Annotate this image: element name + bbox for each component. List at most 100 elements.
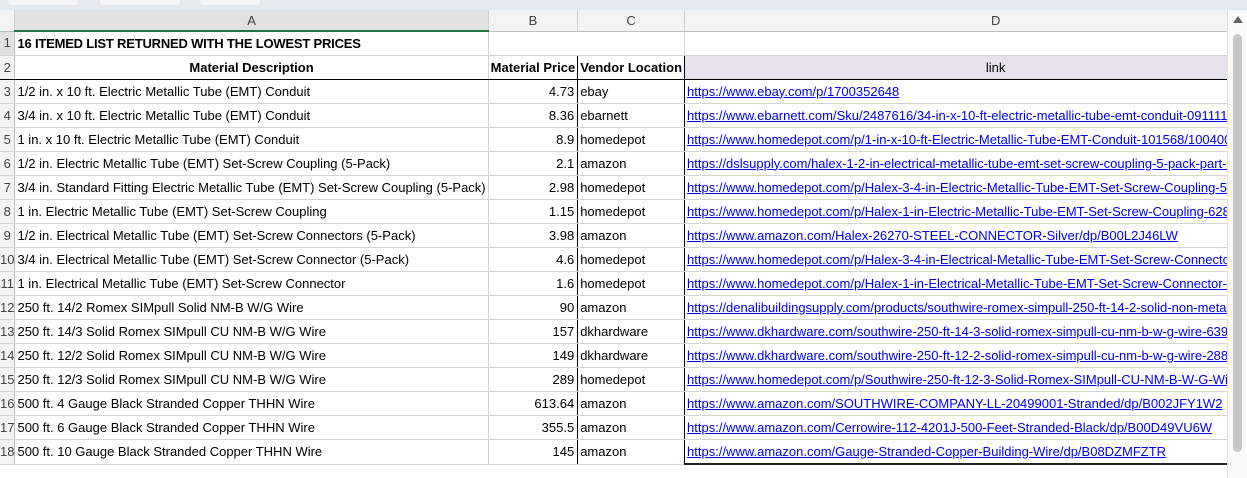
link-cell[interactable]: https://denalibuildingsupply.com/product…: [684, 295, 1247, 320]
product-link[interactable]: https://www.homedepot.com/p/Southwire-25…: [687, 371, 1247, 387]
vendor-location-cell[interactable]: amazon: [577, 415, 686, 440]
row-number[interactable]: 13: [0, 319, 16, 344]
material-description-cell[interactable]: 250 ft. 12/2 Solid Romex SIMpull CU NM-B…: [14, 343, 489, 368]
product-link[interactable]: https://www.dkhardware.com/southwire-250…: [687, 323, 1247, 339]
vendor-location-cell[interactable]: homedepot: [577, 199, 686, 224]
row-number[interactable]: 16: [0, 391, 16, 416]
header-vendor-location[interactable]: Vendor Location: [577, 55, 686, 80]
product-link[interactable]: https://www.ebay.com/p/1700352648: [687, 83, 900, 99]
cell[interactable]: [488, 31, 578, 56]
material-price-cell[interactable]: 1.6: [487, 271, 579, 296]
link-cell[interactable]: https://www.amazon.com/Halex-26270-STEEL…: [684, 223, 1247, 248]
material-price-cell[interactable]: 149: [487, 343, 579, 368]
row-number[interactable]: 2: [0, 55, 16, 80]
material-description-cell[interactable]: 250 ft. 14/2 Romex SIMpull Solid NM-B W/…: [14, 295, 489, 320]
product-link[interactable]: https://www.ebarnett.com/Sku/2487616/34-…: [687, 107, 1247, 123]
scrollbar-thumb[interactable]: [1233, 34, 1242, 452]
column-header-a[interactable]: A: [14, 10, 489, 32]
vendor-location-cell[interactable]: dkhardware: [577, 343, 686, 368]
link-cell[interactable]: https://www.amazon.com/Gauge-Stranded-Co…: [684, 439, 1247, 465]
material-price-cell[interactable]: 4.73: [487, 79, 579, 104]
row-number[interactable]: 12: [0, 295, 16, 320]
link-cell[interactable]: https://www.homedepot.com/p/Halex-1-in-E…: [684, 271, 1247, 296]
vendor-location-cell[interactable]: ebarnett: [577, 103, 686, 128]
row-number[interactable]: 17: [0, 415, 16, 440]
link-cell[interactable]: https://www.amazon.com/SOUTHWIRE-COMPANY…: [684, 391, 1247, 416]
material-price-cell[interactable]: 157: [487, 319, 579, 344]
material-description-cell[interactable]: 1 in. Electrical Metallic Tube (EMT) Set…: [14, 271, 489, 296]
vendor-location-cell[interactable]: dkhardware: [577, 319, 686, 344]
link-cell[interactable]: https://www.homedepot.com/p/1-in-x-10-ft…: [684, 127, 1247, 152]
material-description-cell[interactable]: 3/4 in. Electrical Metallic Tube (EMT) S…: [14, 247, 489, 272]
row-number[interactable]: 14: [0, 343, 16, 368]
link-cell[interactable]: https://www.dkhardware.com/southwire-250…: [684, 319, 1247, 344]
material-price-cell[interactable]: 4.6: [487, 247, 579, 272]
cell[interactable]: [684, 31, 1247, 56]
row-number[interactable]: 4: [0, 103, 16, 128]
vendor-location-cell[interactable]: amazon: [577, 223, 686, 248]
scroll-up-arrow-icon[interactable]: [1233, 16, 1243, 23]
header-material-price[interactable]: Material Price: [487, 55, 579, 80]
row-number[interactable]: 11: [0, 271, 16, 296]
link-cell[interactable]: https://www.ebarnett.com/Sku/2487616/34-…: [684, 103, 1247, 128]
link-cell[interactable]: https://www.amazon.com/Cerrowire-112-420…: [684, 415, 1247, 440]
product-link[interactable]: https://www.amazon.com/Gauge-Stranded-Co…: [687, 443, 1167, 459]
row-number[interactable]: 8: [0, 199, 16, 224]
material-price-cell[interactable]: 2.1: [487, 151, 579, 176]
link-cell[interactable]: https://www.homedepot.com/p/Southwire-25…: [684, 367, 1247, 392]
material-price-cell[interactable]: 145: [487, 439, 579, 465]
row-number[interactable]: 7: [0, 175, 16, 200]
header-link[interactable]: link: [684, 55, 1247, 80]
product-link[interactable]: https://www.amazon.com/Cerrowire-112-420…: [687, 419, 1213, 435]
material-description-cell[interactable]: 500 ft. 10 Gauge Black Stranded Copper T…: [14, 439, 489, 465]
column-header-c[interactable]: C: [577, 10, 686, 32]
link-cell[interactable]: https://www.homedepot.com/p/Halex-3-4-in…: [684, 175, 1247, 200]
product-link[interactable]: https://www.homedepot.com/p/Halex-1-in-E…: [687, 275, 1247, 291]
cell[interactable]: [577, 31, 686, 56]
vendor-location-cell[interactable]: ebay: [577, 79, 686, 104]
material-price-cell[interactable]: 8.36: [487, 103, 579, 128]
product-link[interactable]: https://www.homedepot.com/p/Halex-3-4-in…: [687, 179, 1247, 195]
material-price-cell[interactable]: 613.64: [487, 391, 579, 416]
link-cell[interactable]: https://www.homedepot.com/p/Halex-1-in-E…: [684, 199, 1247, 224]
column-header-b[interactable]: B: [488, 10, 579, 32]
material-description-cell[interactable]: 250 ft. 14/3 Solid Romex SIMpull CU NM-B…: [14, 319, 489, 344]
material-description-cell[interactable]: 250 ft. 12/3 Solid Romex SIMpull CU NM-B…: [14, 367, 489, 392]
row-number[interactable]: 10: [0, 247, 16, 272]
row-number[interactable]: 1: [0, 31, 16, 56]
row-number[interactable]: 3: [0, 79, 16, 104]
row-number[interactable]: 15: [0, 367, 16, 392]
material-description-cell[interactable]: 500 ft. 4 Gauge Black Stranded Copper TH…: [14, 391, 489, 416]
column-header-d[interactable]: D: [684, 10, 1247, 32]
product-link[interactable]: https://dslsupply.com/halex-1-2-in-elect…: [687, 155, 1247, 171]
material-price-cell[interactable]: 3.98: [487, 223, 579, 248]
row-number[interactable]: 18: [0, 439, 16, 465]
material-description-cell[interactable]: 500 ft. 6 Gauge Black Stranded Copper TH…: [14, 415, 489, 440]
vendor-location-cell[interactable]: homedepot: [577, 127, 686, 152]
material-description-cell[interactable]: 1/2 in. Electric Metallic Tube (EMT) Set…: [14, 151, 489, 176]
vendor-location-cell[interactable]: amazon: [577, 151, 686, 176]
material-description-cell[interactable]: 1/2 in. x 10 ft. Electric Metallic Tube …: [14, 79, 489, 104]
product-link[interactable]: https://www.homedepot.com/p/1-in-x-10-ft…: [687, 131, 1247, 147]
row-number[interactable]: 9: [0, 223, 16, 248]
material-price-cell[interactable]: 1.15: [487, 199, 579, 224]
material-price-cell[interactable]: 355.5: [487, 415, 579, 440]
material-price-cell[interactable]: 90: [487, 295, 579, 320]
material-price-cell[interactable]: 2.98: [487, 175, 579, 200]
link-cell[interactable]: https://www.dkhardware.com/southwire-250…: [684, 343, 1247, 368]
row-number[interactable]: 5: [0, 127, 16, 152]
vertical-scrollbar[interactable]: [1227, 10, 1247, 478]
material-description-cell[interactable]: 1/2 in. Electrical Metallic Tube (EMT) S…: [14, 223, 489, 248]
vendor-location-cell[interactable]: homedepot: [577, 367, 686, 392]
material-description-cell[interactable]: 3/4 in. x 10 ft. Electric Metallic Tube …: [14, 103, 489, 128]
link-cell[interactable]: https://dslsupply.com/halex-1-2-in-elect…: [684, 151, 1247, 176]
product-link[interactable]: https://www.amazon.com/SOUTHWIRE-COMPANY…: [687, 395, 1223, 411]
product-link[interactable]: https://www.homedepot.com/p/Halex-3-4-in…: [687, 251, 1247, 267]
material-description-cell[interactable]: 3/4 in. Standard Fitting Electric Metall…: [14, 175, 489, 200]
link-cell[interactable]: https://www.ebay.com/p/1700352648: [684, 79, 1247, 104]
header-material-description[interactable]: Material Description: [14, 55, 489, 80]
vendor-location-cell[interactable]: homedepot: [577, 175, 686, 200]
product-link[interactable]: https://www.homedepot.com/p/Halex-1-in-E…: [687, 203, 1247, 219]
product-link[interactable]: https://www.dkhardware.com/southwire-250…: [687, 347, 1247, 363]
material-price-cell[interactable]: 289: [487, 367, 579, 392]
